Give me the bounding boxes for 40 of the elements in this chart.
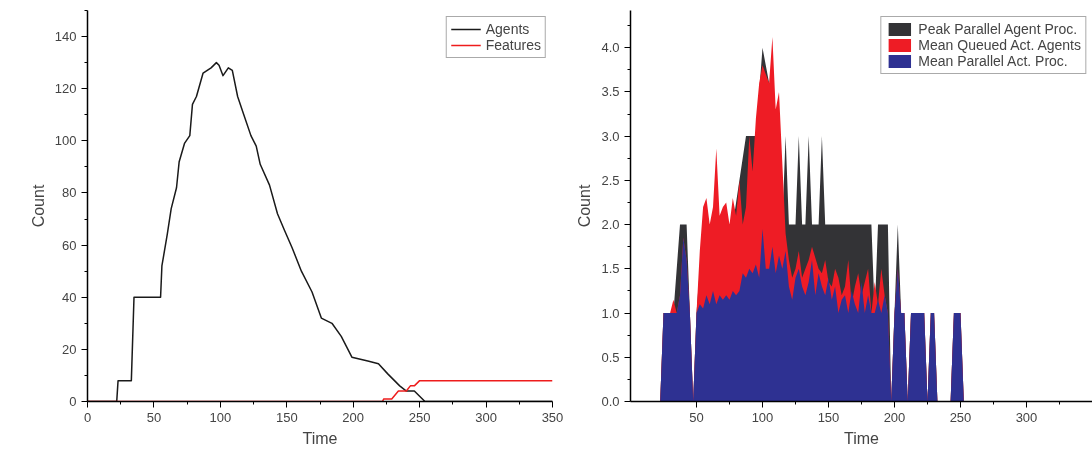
x-tick-label: 50	[146, 409, 162, 425]
legend-label: Agents	[485, 21, 530, 37]
y-tick-label: 80	[62, 185, 77, 201]
y-tick-label: 2.5	[601, 172, 620, 188]
x-axis-title: Time	[302, 429, 338, 447]
y-tick-label: 1.0	[601, 305, 620, 321]
x-tick-label: 200	[883, 409, 906, 425]
legend-label: Mean Parallel Act. Proc.	[918, 53, 1068, 69]
x-tick-label: 350	[541, 409, 564, 425]
x-tick-label: 200	[342, 409, 365, 425]
x-tick-label: 100	[751, 409, 774, 425]
legend-label: Peak Parallel Agent Proc.	[918, 21, 1078, 37]
x-axis-title: Time	[844, 429, 880, 447]
y-tick-label: 40	[62, 289, 77, 305]
legend-label: Mean Queued Act. Agents	[918, 37, 1081, 53]
y-tick-label: 4.0	[601, 40, 620, 56]
y-tick-label: 100	[54, 133, 77, 149]
y-tick-label: 0	[69, 394, 77, 409]
y-tick-label: 120	[54, 81, 77, 97]
y-tick-label: 0.5	[601, 349, 620, 365]
x-tick-label: 250	[949, 409, 972, 425]
y-tick-label: 2.0	[601, 217, 620, 233]
y-tick-label: 60	[62, 237, 77, 253]
y-axis-title: Count	[576, 184, 594, 228]
legend-label: Features	[485, 37, 541, 53]
x-tick-label: 250	[408, 409, 431, 425]
x-tick-label: 300	[475, 409, 497, 425]
y-tick-label: 3.5	[601, 84, 620, 100]
y-tick-label: 20	[62, 341, 77, 357]
x-tick-label: 100	[209, 409, 232, 425]
y-tick-label: 140	[54, 29, 77, 45]
x-tick-label: 150	[817, 409, 840, 425]
x-tick-label: 50	[689, 409, 704, 425]
y-tick-label: 1.5	[601, 261, 620, 277]
y-tick-label: 3.0	[601, 128, 620, 144]
x-tick-label: 0	[83, 409, 92, 425]
y-axis-title: Count	[29, 184, 47, 228]
x-tick-label: 300	[1015, 409, 1038, 425]
y-tick-label: 0.0	[601, 394, 620, 409]
x-tick-label: 150	[275, 409, 298, 425]
